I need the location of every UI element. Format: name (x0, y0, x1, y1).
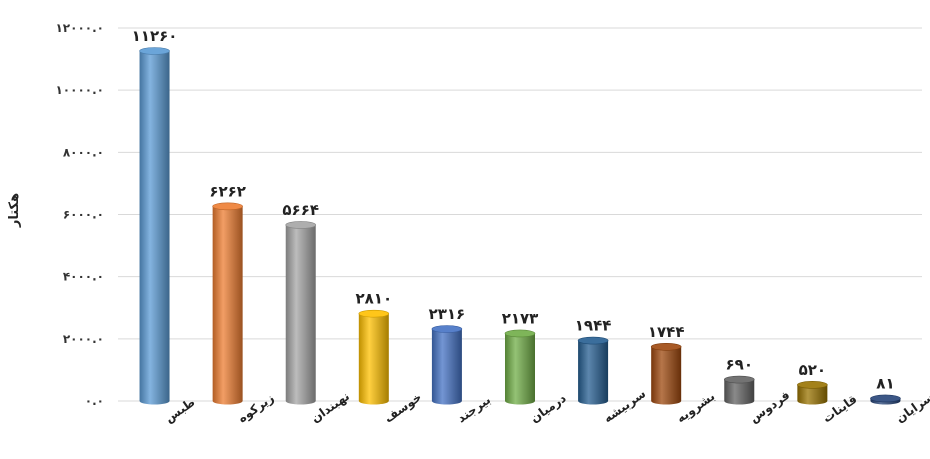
y-tick-label: ۱۰۰۰۰.۰ (55, 83, 104, 97)
data-labels: ۱۱۲۶۰ ۶۲۶۲ ۵۶۶۴ ۲۸۱۰ ۲۳۱۶ ۲۱۷۳ ۱۹۴۴ ۱۷۴۴ ۶۹۰ ۵۲۰ ۸… (132, 27, 895, 392)
bar-top (577, 336, 609, 345)
bar-top (212, 202, 243, 211)
bar (797, 381, 828, 405)
data-label: ۱۷۴۴ (648, 323, 685, 341)
bar (650, 342, 682, 405)
y-axis-tick-labels: ۰.۰ ۲۰۰۰.۰ ۴۰۰۰.۰ ۶۰۰۰.۰ ۸۰۰۰.۰ ۱۰۰۰۰.۰ ۱۲۰۰۰.… (55, 21, 104, 408)
bar-body (212, 206, 243, 405)
bar-top (431, 325, 463, 333)
bar-top (285, 221, 317, 229)
x-category-label: سرایان (893, 390, 930, 426)
y-tick-label: ۰.۰ (85, 394, 104, 408)
bar (504, 329, 536, 405)
bar-body (651, 346, 682, 405)
y-tick-label: ۸۰۰۰.۰ (63, 145, 104, 159)
bar (285, 221, 317, 405)
bar-top (139, 47, 170, 55)
bar-top (797, 381, 828, 389)
bar-top (504, 329, 536, 338)
bar-top (358, 309, 390, 318)
bar (723, 375, 755, 405)
y-tick-label: ۶۰۰۰.۰ (63, 208, 104, 222)
bar (358, 309, 390, 405)
data-label: ۵۶۶۴ (282, 201, 319, 219)
y-tick-label: ۱۲۰۰۰.۰ (55, 21, 104, 35)
bar-body (285, 224, 316, 405)
bar-top (723, 375, 755, 384)
bar (870, 394, 901, 405)
data-label: ۶۲۶۲ (209, 182, 246, 200)
bar-body (139, 51, 170, 405)
bar-top (650, 342, 682, 351)
y-axis-title: هکتار (7, 193, 22, 228)
bar (577, 336, 609, 405)
bar-body (797, 384, 828, 405)
data-label: ۲۸۱۰ (356, 290, 393, 308)
data-label: ۶۹۰ (726, 356, 753, 374)
y-tick-label: ۴۰۰۰.۰ (63, 270, 104, 284)
bar (431, 325, 463, 405)
y-tick-label: ۲۰۰۰.۰ (63, 332, 104, 346)
bar-body (505, 333, 535, 405)
data-label: ۲۳۱۶ (429, 305, 466, 323)
bar-top (870, 394, 901, 403)
bar-body (578, 340, 609, 405)
data-label: ۸۱ (876, 374, 894, 392)
bar-body (724, 379, 755, 405)
bar-body (358, 313, 389, 405)
data-label: ۲۱۷۳ (502, 309, 539, 327)
bar (139, 47, 170, 405)
data-label: ۱۱۲۶۰ (132, 27, 178, 45)
bar (212, 202, 243, 405)
data-label: ۵۲۰ (799, 361, 826, 379)
gridlines (118, 27, 922, 402)
data-label: ۱۹۴۴ (575, 317, 612, 335)
bars (139, 47, 901, 405)
bar-body (431, 329, 462, 405)
